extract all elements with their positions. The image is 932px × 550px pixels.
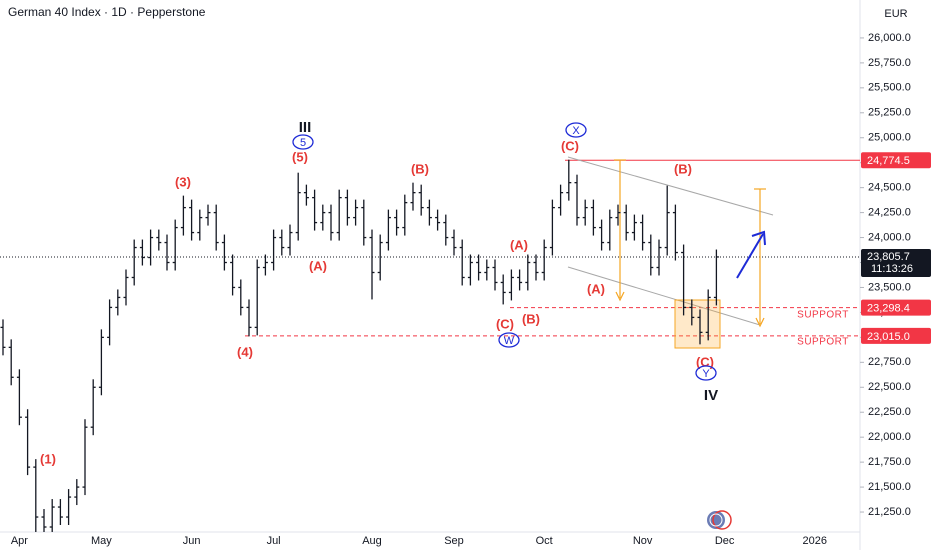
support-label: SUPPORT: [797, 310, 849, 321]
candles: [0, 159, 719, 532]
support-label: SUPPORT: [797, 337, 849, 348]
y-tick-label: 22,000.0: [868, 431, 911, 443]
wave-label: III: [299, 119, 312, 136]
wave-circle: [695, 365, 717, 381]
x-tick-label: Oct: [536, 535, 553, 547]
x-tick-label: Apr: [11, 535, 28, 547]
wave-circle: [498, 332, 520, 348]
wave-label: (C): [696, 354, 714, 369]
price-level-box: [861, 152, 931, 169]
currency: EUR: [884, 8, 907, 20]
wave-label: (A): [587, 281, 605, 296]
y-tick-label: 21,250.0: [868, 506, 911, 518]
x-tick-label: Aug: [362, 535, 382, 547]
wave-circle: [565, 122, 587, 138]
x-tick-label: Jun: [183, 535, 201, 547]
x-tick-label: Jul: [267, 535, 281, 547]
target-box: [674, 299, 721, 349]
wave-label: (B): [522, 311, 540, 326]
y-tick-label: 25,250.0: [868, 107, 911, 119]
y-tick-label: 25,750.0: [868, 57, 911, 69]
price-level-label: 23,298.4: [867, 302, 910, 314]
price-level-label: 24,774.5: [867, 155, 910, 167]
y-tick-label: 21,750.0: [868, 456, 911, 468]
wave-label: W: [504, 335, 515, 347]
countdown: 11:13:26: [871, 263, 913, 275]
price-level-box: [861, 327, 931, 344]
wave-label: (1): [40, 451, 56, 466]
channel-upper: [567, 156, 774, 216]
projection-arrows: [614, 159, 766, 328]
price-level-box: [861, 299, 931, 316]
wave-label: Y: [702, 368, 710, 380]
y-tick-label: 23,500.0: [868, 281, 911, 293]
y-tick-label: 24,500.0: [868, 182, 911, 194]
wave-label: (C): [561, 138, 579, 153]
y-tick-label: 25,000.0: [868, 132, 911, 144]
y-tick-label: 24,000.0: [868, 231, 911, 243]
wave-circle: [292, 134, 314, 150]
x-tick-label: Dec: [715, 535, 735, 547]
wave-label: (B): [411, 161, 429, 176]
wave-label: (B): [674, 161, 692, 176]
y-tick-label: 21,500.0: [868, 481, 911, 493]
price-level-label: 23,015.0: [867, 331, 910, 343]
chart-title: German 40 Index · 1D · Pepperstone: [8, 5, 206, 19]
x-tick-label: May: [91, 535, 112, 547]
last-price-box: [861, 248, 931, 277]
x-tick-label: Nov: [633, 535, 653, 547]
last-price-label: 23,805.7: [867, 251, 910, 263]
x-tick-label: Sep: [444, 535, 464, 547]
wave-label: (A): [510, 237, 528, 252]
y-tick-label: 26,000.0: [868, 32, 911, 44]
wave-label: IV: [704, 387, 718, 404]
y-tick-label: 25,500.0: [868, 82, 911, 94]
direction-arrow: [736, 230, 766, 279]
wave-label: (3): [175, 174, 191, 189]
channel-lower: [567, 266, 761, 326]
y-tick-label: 24,250.0: [868, 207, 911, 219]
wave-label: (4): [237, 344, 253, 359]
y-tick-label: 22,750.0: [868, 356, 911, 368]
x-tick-label: 2026: [803, 535, 827, 547]
wave-label: (A): [309, 258, 327, 273]
wave-label: (5): [292, 149, 308, 164]
wave-label: X: [572, 125, 580, 137]
y-tick-label: 22,250.0: [868, 406, 911, 418]
y-tick-label: 22,500.0: [868, 381, 911, 393]
wave-label: 5: [300, 137, 306, 149]
wave-label: (C): [496, 316, 514, 331]
logo: [707, 510, 732, 530]
